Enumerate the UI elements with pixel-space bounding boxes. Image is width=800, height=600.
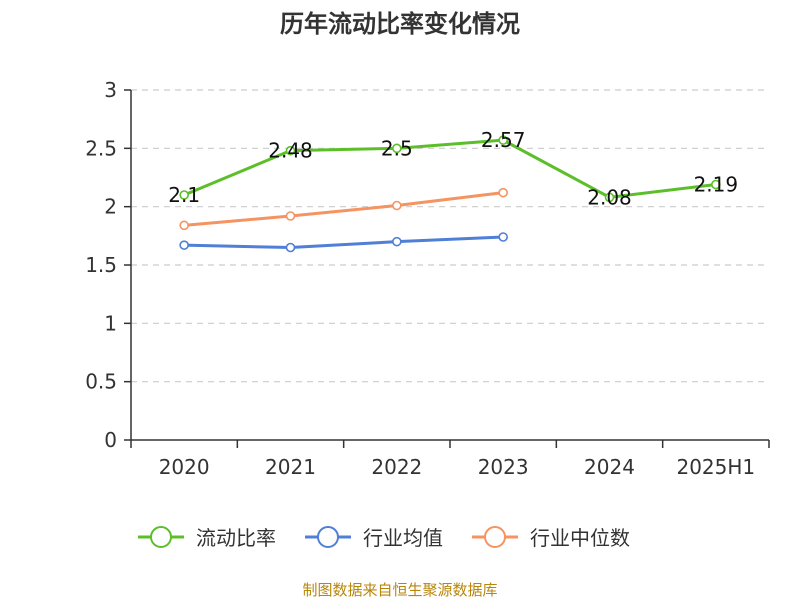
data-label-2022: 2.5 bbox=[381, 136, 413, 160]
source-note: 制图数据来自恒生聚源数据库 bbox=[302, 581, 497, 599]
data-label-2024: 2.08 bbox=[587, 185, 632, 209]
series-line-1 bbox=[184, 235, 504, 249]
data-point-0-2020[interactable] bbox=[179, 190, 189, 200]
data-point-2-2020[interactable] bbox=[179, 220, 189, 231]
data-point-2-2021[interactable] bbox=[285, 211, 296, 221]
data-label-2021: 2.48 bbox=[268, 139, 313, 163]
y-tick-label-6: 3 bbox=[104, 78, 117, 102]
x-tick-label-2024: 2024 bbox=[584, 455, 635, 479]
data-point-1-2022[interactable] bbox=[392, 236, 402, 247]
data-label-2025H1: 2.19 bbox=[694, 173, 739, 197]
chart-title: 历年流动比率变化情况 bbox=[280, 10, 520, 38]
y-tick-label-4: 2 bbox=[104, 195, 117, 219]
data-label-2023: 2.57 bbox=[481, 128, 526, 152]
data-point-2-2022[interactable] bbox=[392, 200, 402, 211]
data-label-2020: 2.1 bbox=[168, 183, 200, 207]
data-point-0-2025H1[interactable] bbox=[711, 179, 721, 190]
legend-marker-1 bbox=[317, 526, 339, 548]
x-tick-label-2023: 2023 bbox=[478, 455, 529, 479]
data-point-0-2024[interactable] bbox=[604, 192, 615, 203]
y-axis: 0 0.5 1 1.5 2 2.5 3 bbox=[85, 78, 132, 452]
data-point-1-2021[interactable] bbox=[285, 242, 296, 253]
data-point-1-2023[interactable] bbox=[498, 232, 508, 242]
legend-label-2: 行业中位数 bbox=[530, 526, 630, 550]
gridlines bbox=[131, 89, 769, 383]
data-point-0-2022[interactable] bbox=[392, 143, 402, 154]
legend[interactable]: 流动比率 行业均值 行业中位数 bbox=[138, 526, 630, 550]
x-tick-label-2022: 2022 bbox=[371, 455, 422, 479]
series-line-0 bbox=[183, 138, 717, 199]
y-tick-label-5: 2.5 bbox=[85, 136, 117, 160]
legend-item-1[interactable]: 行业均值 bbox=[305, 526, 443, 550]
data-labels: 2.1 2.48 2.5 2.57 2.08 2.19 bbox=[168, 128, 738, 209]
y-tick-label-2: 1 bbox=[104, 311, 117, 335]
x-tick-label-2020: 2020 bbox=[159, 455, 210, 479]
x-axis: 2020 2021 2022 2023 2024 2025H1 bbox=[130, 439, 770, 479]
data-point-0-2023[interactable] bbox=[498, 135, 508, 145]
data-point-0-2021[interactable] bbox=[285, 145, 296, 156]
y-tick-label-3: 1.5 bbox=[85, 253, 117, 277]
x-tick-label-2021: 2021 bbox=[265, 455, 316, 479]
legend-label-0: 流动比率 bbox=[196, 526, 276, 550]
series-layer bbox=[179, 135, 721, 253]
data-point-2-2023[interactable] bbox=[498, 187, 508, 198]
legend-label-1: 行业均值 bbox=[363, 526, 443, 550]
y-tick-label-0: 0 bbox=[104, 428, 117, 452]
y-tick-label-1: 0.5 bbox=[85, 370, 117, 394]
legend-item-0[interactable]: 流动比率 bbox=[138, 526, 276, 550]
legend-item-2[interactable]: 行业中位数 bbox=[472, 526, 630, 550]
data-point-1-2020[interactable] bbox=[179, 240, 189, 250]
legend-marker-2 bbox=[484, 526, 506, 548]
legend-marker-0 bbox=[150, 526, 172, 548]
x-tick-label-2025H1: 2025H1 bbox=[676, 455, 755, 479]
series-line-2 bbox=[184, 191, 504, 227]
